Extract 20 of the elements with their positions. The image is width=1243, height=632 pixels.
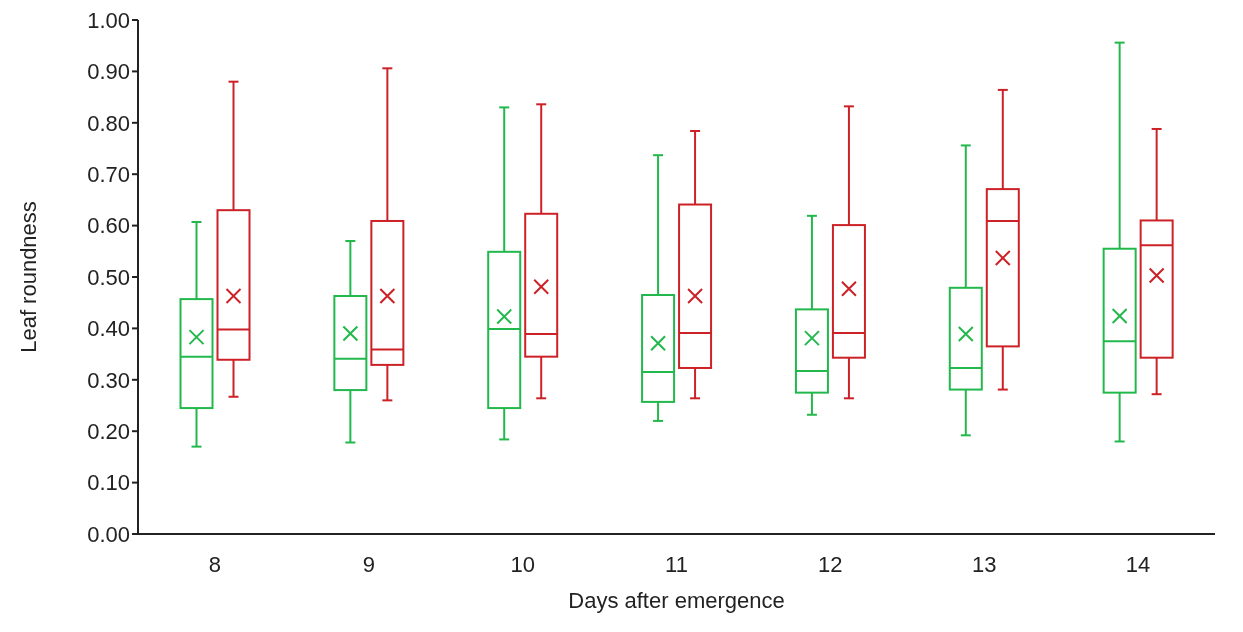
x-tick-label: 11	[665, 551, 688, 577]
x-axis-title: Days after emergence	[568, 588, 785, 613]
y-tick-label: 1.00	[87, 7, 130, 33]
y-tick-label: 0.90	[87, 59, 130, 85]
y-tick-label: 0.10	[87, 470, 130, 496]
x-tick-label: 9	[362, 551, 375, 577]
y-tick-label: 0.80	[87, 110, 130, 136]
y-tick-label: 0.20	[87, 419, 130, 445]
y-tick-label: 0.00	[87, 521, 130, 547]
x-tick-label: 13	[971, 551, 997, 577]
y-tick-label: 0.30	[87, 367, 130, 393]
y-axis-title: Leaf roundness	[15, 201, 41, 353]
x-tick-label: 8	[208, 551, 222, 577]
y-tick-label: 0.50	[87, 264, 130, 290]
x-tick-label: 14	[1125, 551, 1151, 577]
x-tick-label: 12	[818, 551, 843, 577]
y-tick-label: 0.70	[87, 162, 130, 188]
y-tick-label: 0.60	[87, 213, 130, 239]
y-tick-label: 0.40	[87, 316, 130, 342]
x-tick-label: 10	[510, 551, 535, 577]
